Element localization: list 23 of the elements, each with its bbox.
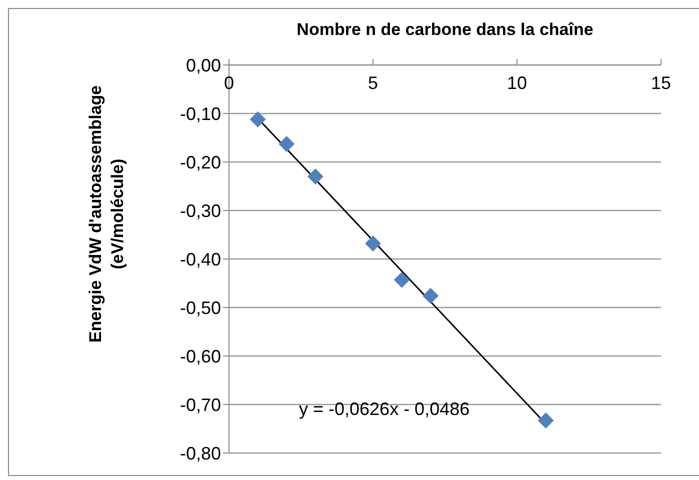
point [538, 412, 554, 429]
y-tick-label: -0,60 [180, 346, 221, 366]
y-tick-label: -0,20 [180, 152, 221, 172]
x-tick-label: 0 [224, 73, 234, 93]
y-tick-label: -0,50 [180, 298, 221, 318]
point [365, 235, 381, 252]
annotation: y = -0,0626x - 0,0486 [299, 399, 470, 420]
point [394, 272, 410, 288]
x-tick-label: 15 [650, 73, 672, 93]
x-tick-label: 10 [506, 73, 528, 93]
x-axis-title: Nombre n de carbone dans la chaîne [296, 20, 594, 39]
y-tick-label: -0,40 [180, 249, 221, 270]
point [250, 111, 266, 128]
point [307, 168, 324, 185]
point [278, 136, 295, 152]
y-tick-label: -0,80 [180, 443, 221, 464]
x-tick-label: 5 [368, 73, 378, 93]
y-axis-title: Energie VdW d'autoassemblage (eV/molécule) [86, 85, 127, 343]
y-tick-label: -0,70 [180, 394, 221, 415]
y-tick-label: 0,00 [186, 55, 221, 76]
y-tick-label: -0,30 [180, 200, 221, 221]
point [422, 288, 439, 304]
y-tick-label: -0,10 [180, 104, 221, 124]
